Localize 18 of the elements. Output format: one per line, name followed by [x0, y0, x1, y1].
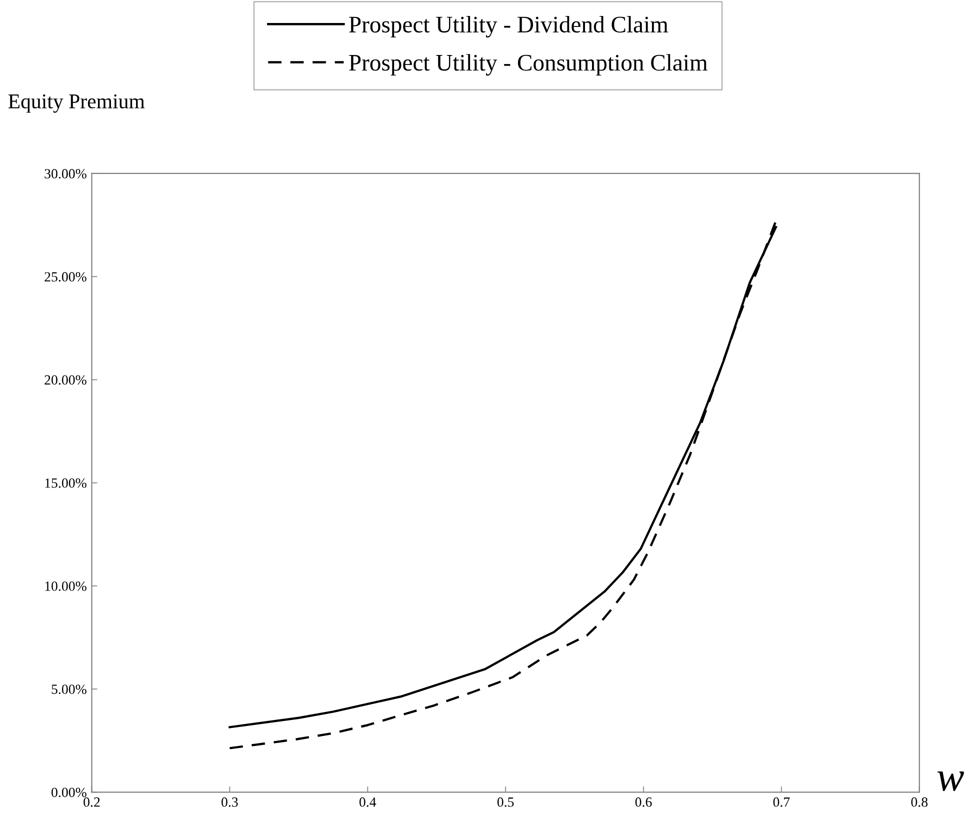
- x-tick-label: 0.4: [359, 797, 376, 807]
- x-tick-label: 0.5: [497, 797, 514, 807]
- x-tick-label: 0.7: [773, 797, 790, 807]
- y-tick-label: 30.00%: [44, 169, 86, 178]
- x-axis-title: w: [937, 771, 964, 791]
- y-tick-label: 5.00%: [52, 684, 86, 694]
- legend-label: Prospect Utility - Dividend Claim: [349, 16, 668, 38]
- y-axis-title: Equity Premium: [8, 94, 145, 113]
- x-tick-label: 0.6: [635, 797, 652, 807]
- y-tick-label: 0.00%: [52, 788, 86, 798]
- y-tick-label: 15.00%: [45, 478, 86, 488]
- y-tick-label: 25.00%: [44, 272, 86, 282]
- x-tick-label: 0.2: [84, 797, 100, 807]
- x-tick-label: 0.3: [222, 797, 238, 807]
- y-tick-label: 20.00%: [44, 375, 86, 385]
- x-tick-label: 0.8: [911, 797, 928, 807]
- y-tick-label: 10.00%: [45, 581, 86, 591]
- legend-label: Prospect Utility - Consumption Claim: [349, 54, 708, 76]
